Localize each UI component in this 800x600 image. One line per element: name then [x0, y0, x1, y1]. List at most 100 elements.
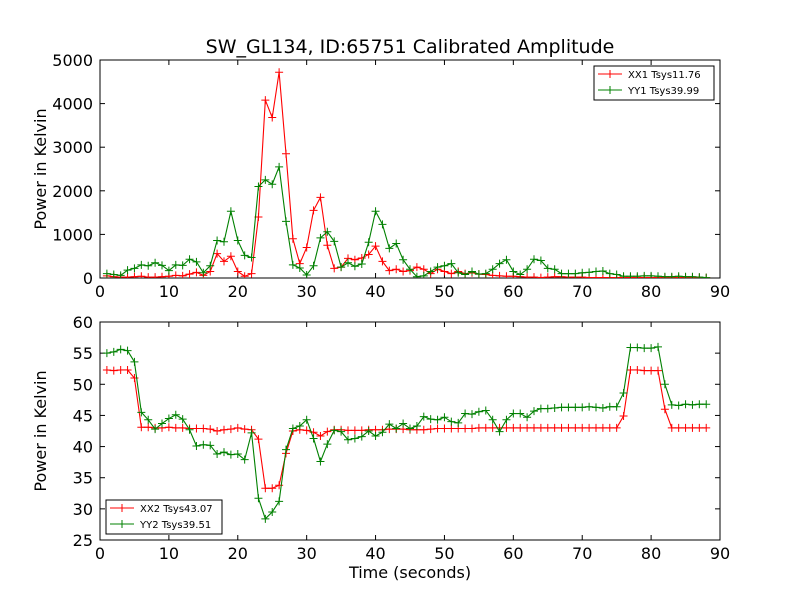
- legend-marker: [606, 70, 614, 78]
- data-point: [530, 407, 538, 416]
- data-point: [288, 234, 297, 243]
- data-point: [171, 260, 180, 269]
- legend-label: XX1 Tsys11.76: [628, 70, 701, 81]
- data-point: [488, 423, 497, 432]
- x-tick-label: 20: [228, 282, 248, 301]
- data-point: [592, 267, 600, 276]
- data-point: [523, 413, 532, 422]
- data-point: [337, 263, 346, 272]
- x-tick-label: 70: [572, 544, 592, 563]
- data-point: [364, 250, 373, 259]
- y-tick-label: 30: [73, 500, 93, 519]
- y-tick-label: 25: [73, 531, 93, 550]
- data-point: [213, 450, 222, 459]
- data-point: [164, 266, 173, 275]
- data-point: [571, 403, 580, 412]
- data-point: [261, 514, 270, 523]
- bottom-panel: 0 10 20 30 40 50 60 70 80 90 25 30 35 40 45 50 55 60 Power…: [31, 313, 730, 582]
- data-point: [523, 273, 532, 278]
- data-point: [674, 272, 683, 278]
- data-point: [654, 272, 662, 278]
- data-point: [674, 423, 683, 432]
- data-point: [440, 424, 449, 433]
- data-point: [419, 271, 428, 278]
- data-point: [282, 445, 290, 454]
- data-point: [364, 238, 373, 247]
- data-point: [199, 424, 208, 433]
- legend-box: [105, 499, 223, 535]
- legend-box: [593, 65, 715, 101]
- data-point: [406, 424, 414, 433]
- data-point: [102, 349, 111, 358]
- data-point: [330, 426, 339, 435]
- data-point: [530, 423, 538, 432]
- data-point: [557, 423, 566, 432]
- data-point: [344, 435, 352, 444]
- series-line: [106, 166, 707, 278]
- data-point: [640, 366, 649, 375]
- data-point: [681, 423, 690, 432]
- data-point: [598, 403, 607, 412]
- data-point: [123, 273, 132, 278]
- data-point: [419, 412, 428, 421]
- data-point: [502, 423, 511, 432]
- x-tick-label: 80: [641, 544, 661, 563]
- data-point: [226, 207, 235, 216]
- data-point: [302, 243, 311, 252]
- legend-marker: [118, 520, 126, 528]
- data-point: [626, 272, 635, 278]
- data-point: [378, 257, 387, 266]
- data-point: [626, 365, 635, 374]
- data-point: [371, 207, 380, 216]
- data-point: [171, 271, 180, 278]
- data-point: [144, 261, 153, 270]
- data-point: [220, 257, 228, 266]
- data-point: [612, 402, 621, 411]
- y-axis-label: Power in Kelvin: [31, 370, 50, 491]
- data-point: [178, 271, 187, 278]
- data-point: [378, 220, 387, 229]
- data-point: [454, 418, 463, 427]
- data-point: [151, 258, 160, 267]
- data-point: [254, 435, 263, 444]
- data-point: [536, 256, 545, 265]
- data-point: [688, 400, 697, 409]
- data-point: [316, 431, 325, 440]
- data-point: [605, 269, 614, 278]
- data-point: [481, 269, 490, 278]
- data-point: [151, 273, 160, 278]
- data-point: [481, 406, 490, 415]
- data-point: [247, 428, 256, 437]
- data-point: [550, 403, 559, 412]
- data-point: [557, 403, 566, 412]
- data-point: [674, 401, 683, 410]
- data-point: [323, 227, 332, 236]
- data-point: [571, 423, 580, 432]
- data-point: [302, 415, 311, 424]
- data-point: [309, 261, 318, 270]
- data-point: [474, 407, 483, 416]
- data-point: [633, 272, 642, 278]
- data-point: [667, 400, 676, 409]
- data-point: [144, 423, 153, 432]
- y-tick-label: 55: [73, 344, 93, 363]
- data-point: [137, 423, 146, 432]
- data-point: [226, 450, 235, 459]
- data-point: [688, 272, 697, 278]
- x-tick-label: 40: [365, 544, 385, 563]
- data-point: [392, 424, 401, 433]
- data-point: [412, 272, 421, 278]
- x-tick-label: 60: [503, 282, 523, 301]
- data-point: [357, 260, 366, 269]
- data-point: [543, 423, 552, 432]
- y-tick-label: 50: [73, 375, 93, 394]
- data-point: [316, 193, 325, 202]
- data-point: [592, 423, 600, 432]
- data-point: [240, 251, 249, 260]
- data-point: [261, 484, 270, 493]
- data-point: [192, 424, 201, 433]
- data-point: [578, 268, 587, 277]
- data-point: [385, 266, 394, 275]
- data-point: [660, 272, 669, 278]
- data-point: [123, 266, 132, 275]
